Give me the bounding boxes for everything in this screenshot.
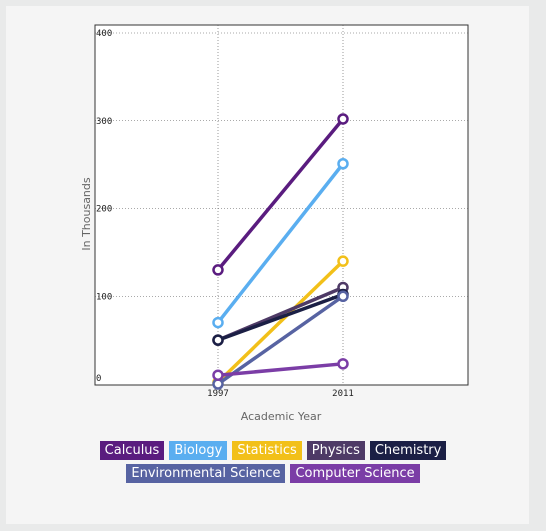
legend-item-physics[interactable]: Physics xyxy=(307,441,365,460)
x-tick-label: 2011 xyxy=(332,389,354,399)
legend-item-biology[interactable]: Biology xyxy=(169,441,227,460)
data-point[interactable] xyxy=(339,159,348,168)
data-point[interactable] xyxy=(339,114,348,123)
legend-item-environmental-science[interactable]: Environmental Science xyxy=(126,464,285,483)
y-tick-label: 300 xyxy=(96,117,112,127)
legend: Calculus Biology Statistics Physics Chemistr… xyxy=(0,441,546,483)
data-point[interactable] xyxy=(214,318,223,327)
data-point[interactable] xyxy=(214,336,223,345)
data-point[interactable] xyxy=(339,257,348,266)
y-tick-label: 0 xyxy=(96,374,101,384)
y-axis-title: In Thousands xyxy=(80,177,93,251)
x-tick-labels: 1997 2011 xyxy=(207,389,354,399)
x-tick-label: 1997 xyxy=(207,389,229,399)
legend-item-computer-science[interactable]: Computer Science xyxy=(290,464,419,483)
data-point[interactable] xyxy=(339,292,348,301)
legend-row: Environmental Science Computer Science xyxy=(126,464,419,483)
legend-item-calculus[interactable]: Calculus xyxy=(100,441,165,460)
y-tick-label: 400 xyxy=(96,29,112,39)
y-tick-label: 200 xyxy=(96,205,112,215)
legend-item-chemistry[interactable]: Chemistry xyxy=(370,441,447,460)
data-point[interactable] xyxy=(214,265,223,274)
data-point[interactable] xyxy=(339,359,348,368)
x-axis-title: Academic Year xyxy=(241,410,322,423)
legend-item-statistics[interactable]: Statistics xyxy=(232,441,301,460)
legend-row: Calculus Biology Statistics Physics Chemistr… xyxy=(100,441,447,460)
data-point[interactable] xyxy=(214,371,223,380)
plot-area xyxy=(95,25,468,385)
y-tick-label: 100 xyxy=(96,292,112,302)
